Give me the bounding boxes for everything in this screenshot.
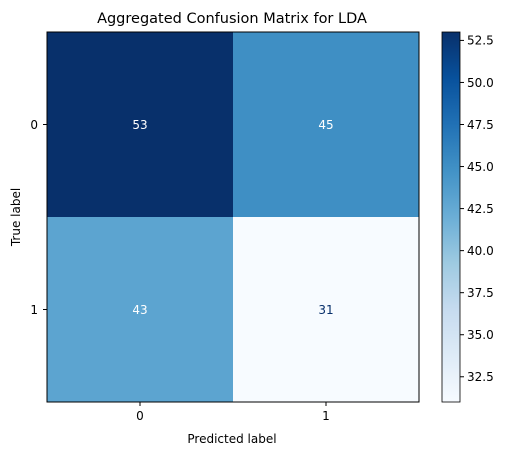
x-axis-label: Predicted label [187, 432, 276, 446]
heatmap-cell [233, 217, 419, 402]
colorbar-tick-label: 47.5 [467, 118, 494, 132]
cell-value-label: 53 [132, 118, 147, 132]
colorbar-tick-label: 35.0 [467, 328, 494, 342]
y-tick-label: 0 [30, 118, 38, 132]
cell-value-label: 45 [318, 118, 333, 132]
colorbar-tick-label: 52.5 [467, 34, 494, 48]
y-tick-label: 1 [30, 303, 38, 317]
x-tick-label: 1 [322, 409, 330, 423]
colorbar [441, 31, 461, 403]
colorbar-tick-label: 45.0 [467, 160, 494, 174]
colorbar-tick-label: 50.0 [467, 76, 494, 90]
colorbar-tick-label: 40.0 [467, 244, 494, 258]
y-axis-ticks: 01 [30, 118, 47, 317]
x-tick-label: 0 [136, 409, 144, 423]
colorbar-ticks: 32.5 35.0 37.5 40.0 42.5 45.0 47.5 50.0 52.5 [460, 34, 494, 384]
heatmap-cell [47, 32, 233, 217]
colorbar-tick-label: 37.5 [467, 286, 494, 300]
chart-title: Aggregated Confusion Matrix for LDA [97, 11, 367, 27]
colorbar-tick-label: 42.5 [467, 202, 494, 216]
cell-value-label: 31 [318, 303, 333, 317]
heatmap-cell [233, 32, 419, 217]
colorbar-tick-label: 32.5 [467, 370, 494, 384]
y-axis-label: True label [9, 188, 23, 247]
cell-value-label: 43 [132, 303, 147, 317]
plot-frame [46, 31, 420, 403]
heatmap-cells: 53 45 43 31 [47, 32, 419, 402]
heatmap-cell [47, 217, 233, 402]
